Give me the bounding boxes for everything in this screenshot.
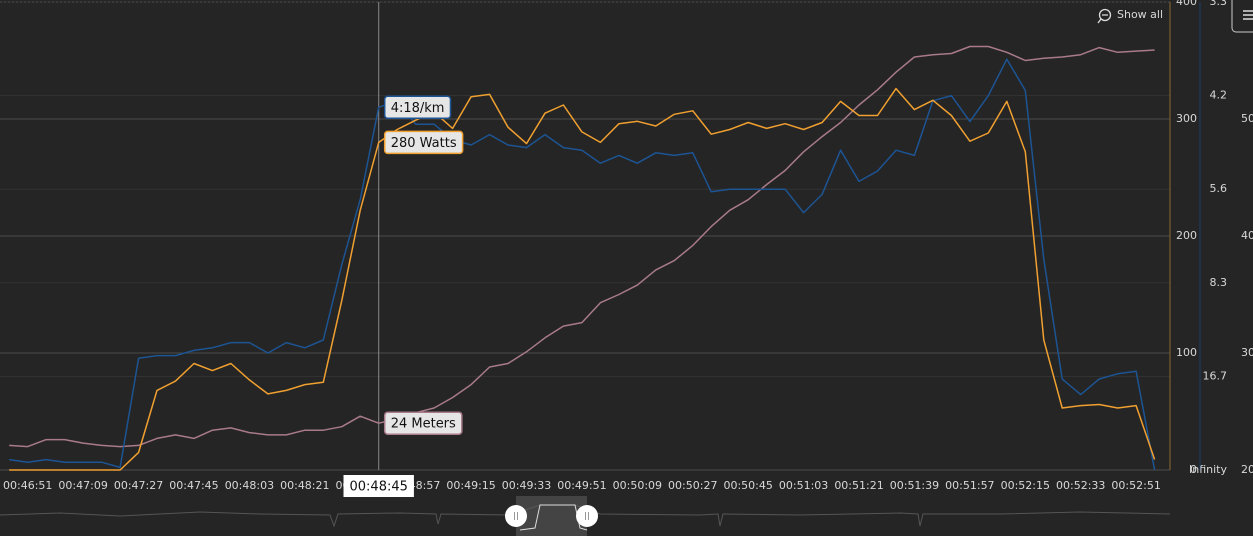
- y-tick-label: 400: [1176, 0, 1197, 8]
- handle-grip: [514, 512, 518, 520]
- navigator-handle[interactable]: [505, 505, 527, 527]
- y-tick-label: 200: [1176, 229, 1197, 242]
- x-tick-label: 00:51:57: [945, 479, 994, 492]
- x-tick-label: 00:48:21: [280, 479, 329, 492]
- x-tick-label: 00:48:03: [225, 479, 274, 492]
- show-all-button[interactable]: Show all: [1097, 8, 1163, 24]
- y-tick-label: 0: [1190, 463, 1197, 476]
- tooltip-label: 24 Meters: [391, 417, 456, 432]
- y2-tick-label: Infinity: [1189, 463, 1227, 476]
- x-tick-label: 00:52:15: [1001, 479, 1050, 492]
- tooltip-box: [383, 130, 464, 155]
- x-tick-label: 00:52:33: [1056, 479, 1105, 492]
- series-line: [9, 58, 1156, 471]
- x-tick-label: 00:49:33: [502, 479, 551, 492]
- x-tick-label: 00:46:51: [3, 479, 52, 492]
- tooltip-box: [383, 411, 463, 435]
- y2-tick-label: 16.7: [1203, 369, 1228, 382]
- x-tick-label: 00:50:09: [613, 479, 662, 492]
- y3-tick-label: 20: [1241, 463, 1253, 476]
- x-tick-label: 00:47:45: [169, 479, 218, 492]
- x-tick-label: 00:51:03: [779, 479, 828, 492]
- y2-tick-label: 3.3: [1210, 0, 1228, 8]
- menu-frame: [1231, 0, 1253, 33]
- zoom-icon: [1097, 14, 1108, 24]
- x-tick-label: 00:51:39: [890, 479, 939, 492]
- tooltip-label: 280 Watts: [391, 136, 457, 151]
- x-tick-label: 00:52:51: [1111, 479, 1160, 492]
- navigator: [0, 496, 1171, 536]
- navigator-selected-line: [519, 504, 588, 531]
- y2-tick-label: 4.2: [1210, 89, 1228, 102]
- x-tick-label: 00:50:27: [668, 479, 717, 492]
- y-tick-label: 300: [1176, 112, 1197, 125]
- series-line: [9, 45, 1155, 448]
- y3-tick-label: 40: [1241, 229, 1253, 242]
- x-tick-label: 00:51:21: [834, 479, 883, 492]
- x-tick-label: 00:47:09: [58, 479, 107, 492]
- zoom-icon: [1098, 8, 1112, 22]
- x-tick-label: 00:49:15: [446, 479, 495, 492]
- y-tick-label: 100: [1176, 346, 1197, 359]
- x-tooltip-label: 00:48:45: [350, 480, 408, 495]
- menu-button[interactable]: [1231, 0, 1253, 33]
- x-tooltip-box: [343, 475, 414, 497]
- y2-tick-label: 8.3: [1210, 276, 1228, 289]
- y2-tick-label: 5.6: [1210, 182, 1228, 195]
- y3-tick-label: 50: [1241, 112, 1253, 125]
- x-tick-label: 00:50:45: [723, 479, 772, 492]
- handle-grip: [585, 512, 589, 520]
- series-line: [9, 87, 1156, 471]
- y3-tick-label: 30: [1241, 346, 1253, 359]
- tooltip-box: [383, 95, 452, 120]
- show-all-label: Show all: [1117, 8, 1163, 21]
- menu-icon: [1243, 10, 1253, 20]
- x-tick-label: 00:49:51: [557, 479, 606, 492]
- navigator-handle[interactable]: [576, 505, 598, 527]
- x-tick-label: 00:47:27: [114, 479, 163, 492]
- tooltip-label: 4:18/km: [391, 101, 445, 116]
